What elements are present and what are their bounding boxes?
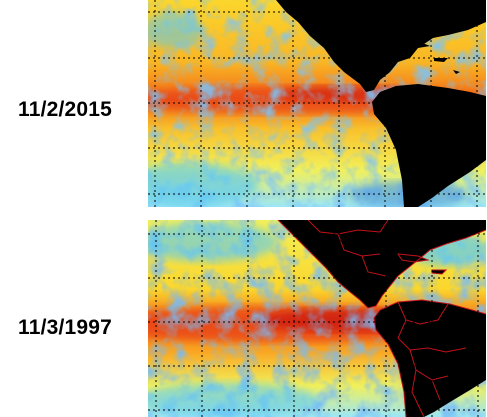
panel-date-label-1997: 11/3/1997 (18, 316, 113, 339)
land-caribbean-islands (400, 40, 460, 74)
sst-map-2015-svg (148, 0, 486, 207)
cool-southwest-region (148, 163, 258, 207)
sst-map-2015 (148, 0, 486, 207)
lat-lon-grid (148, 220, 486, 417)
panel-date-label-2015: 11/2/2015 (18, 98, 113, 121)
land-caribbean-islands (398, 254, 446, 274)
sst-map-1997 (148, 220, 486, 417)
land-south-america (372, 84, 486, 207)
country-borders (277, 220, 486, 417)
cool-north-region (148, 222, 278, 262)
sst-map-1997-svg (148, 220, 486, 417)
land-north-america (276, 0, 486, 92)
lat-lon-grid (148, 0, 486, 207)
cool-south-region (148, 382, 318, 417)
land-north-america (278, 220, 486, 308)
cool-northwest-region (148, 12, 203, 48)
